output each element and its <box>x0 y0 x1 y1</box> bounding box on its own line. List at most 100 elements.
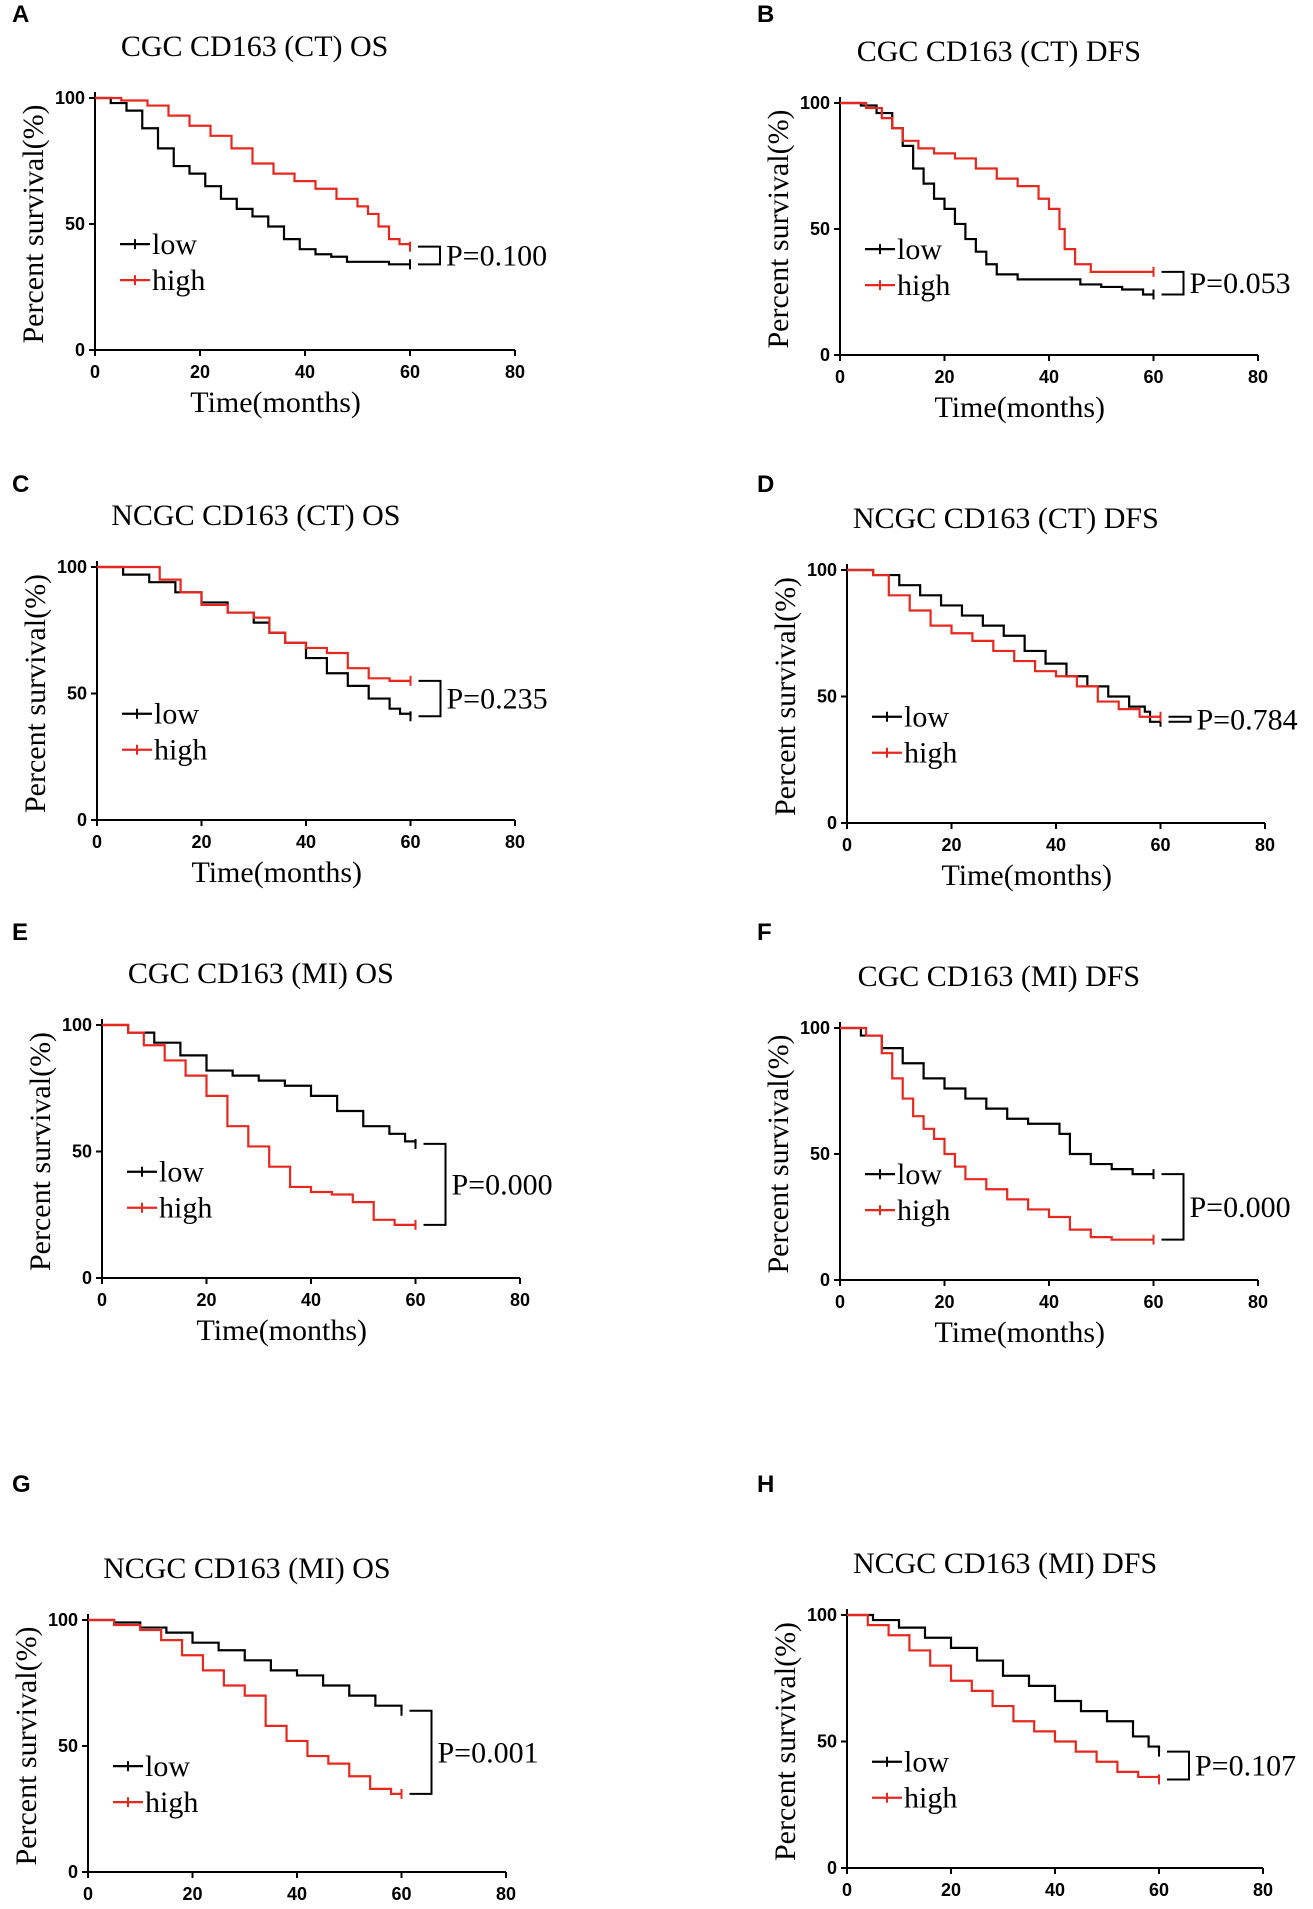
y-axis-label: Percent survival(%) <box>769 1622 802 1861</box>
x-tick-label: 80 <box>1248 367 1268 387</box>
km-curve-high <box>97 565 411 682</box>
p-value-bracket <box>423 1142 447 1226</box>
x-tick-label: 60 <box>1150 835 1170 855</box>
x-tick-label: 80 <box>505 832 525 852</box>
km-panel-a: A CGC CD163 (CT) OS 0 20 40 60 80 0 50 100 Time(mo… <box>12 1 547 419</box>
x-tick-label: 40 <box>1039 367 1059 387</box>
x-axis-label: Time(months) <box>934 1316 1105 1349</box>
legend-label-high: high <box>152 264 205 297</box>
km-curve-high <box>847 568 1161 718</box>
legend-label-high: high <box>145 1786 198 1819</box>
x-tick-label: 60 <box>405 1290 425 1310</box>
x-tick-label: 20 <box>941 835 961 855</box>
x-tick-label: 20 <box>191 832 211 852</box>
y-axis-label: Percent survival(%) <box>762 109 795 348</box>
y-axis-label: Percent survival(%) <box>24 1032 57 1271</box>
km-panel-d: D NCGC CD163 (CT) DFS 0 20 40 60 80 0 50 100 Time(… <box>757 471 1298 892</box>
x-tick-label: 0 <box>842 835 852 855</box>
km-curve-low <box>88 1618 403 1711</box>
x-axis-label: Time(months) <box>941 859 1112 892</box>
x-axis-label: Time(months) <box>196 1314 367 1347</box>
x-tick-label: 60 <box>391 1884 411 1904</box>
legend-label-low: low <box>154 698 199 731</box>
panel-title: NCGC CD163 (CT) OS <box>111 499 400 532</box>
p-value-bracket <box>1167 1750 1190 1781</box>
x-axis-label: Time(months) <box>191 856 362 889</box>
x-tick-label: 40 <box>301 1290 321 1310</box>
y-tick-label: 100 <box>800 93 830 113</box>
y-axis-label: Percent survival(%) <box>762 1034 795 1273</box>
panel-label: G <box>12 1471 31 1498</box>
y-tick-label: 50 <box>817 687 837 707</box>
legend-label-high: high <box>159 1192 212 1225</box>
panel-title: NCGC CD163 (MI) OS <box>103 1552 391 1585</box>
y-tick-label: 0 <box>77 810 87 830</box>
y-tick-label: 50 <box>817 1732 837 1752</box>
y-tick-label: 0 <box>820 1270 830 1290</box>
y-tick-label: 0 <box>68 1862 78 1882</box>
km-curve-high <box>847 1613 1161 1780</box>
y-tick-label: 50 <box>58 1736 78 1756</box>
p-value-label: P=0.000 <box>1190 1191 1291 1224</box>
x-tick-label: 80 <box>1255 835 1275 855</box>
panel-label: B <box>757 1 774 28</box>
x-tick-label: 60 <box>1143 1292 1163 1312</box>
panel-title: CGC CD163 (CT) DFS <box>857 35 1141 68</box>
y-tick-label: 50 <box>810 1144 830 1164</box>
x-tick-label: 0 <box>90 362 100 382</box>
p-value-label: P=0.053 <box>1190 267 1291 300</box>
km-curve-high <box>840 101 1154 273</box>
km-curve-low <box>95 96 410 266</box>
legend-label-low: low <box>897 233 942 266</box>
x-tick-label: 40 <box>1045 1880 1065 1900</box>
x-tick-label: 40 <box>295 362 315 382</box>
y-tick-label: 50 <box>65 214 85 234</box>
panel-title: NCGC CD163 (CT) DFS <box>853 502 1159 535</box>
y-tick-label: 100 <box>55 88 85 108</box>
y-tick-label: 100 <box>807 560 837 580</box>
x-tick-label: 60 <box>400 362 420 382</box>
y-tick-label: 100 <box>57 557 87 577</box>
y-axis-label: Percent survival(%) <box>769 577 802 816</box>
km-panel-e: E CGC CD163 (MI) OS 0 20 40 60 80 0 50 100 Time(mo… <box>12 919 553 1347</box>
x-tick-label: 20 <box>196 1290 216 1310</box>
panel-title: NCGC CD163 (MI) DFS <box>853 1547 1157 1580</box>
p-value-bracket <box>1161 1173 1185 1241</box>
x-tick-label: 20 <box>934 367 954 387</box>
y-axis-label: Percent survival(%) <box>17 104 50 343</box>
km-panel-h: H NCGC CD163 (MI) DFS 0 20 40 60 80 0 50 100 Time(… <box>757 1471 1296 1909</box>
y-tick-label: 100 <box>62 1015 92 1035</box>
panel-title: CGC CD163 (CT) OS <box>121 30 389 63</box>
p-value-bracket <box>418 245 441 266</box>
km-panel-c: C NCGC CD163 (CT) OS 0 20 40 60 80 0 50 100 Time(m… <box>12 471 548 889</box>
panel-title: CGC CD163 (MI) OS <box>128 957 394 990</box>
x-tick-label: 80 <box>1248 1292 1268 1312</box>
x-tick-label: 60 <box>400 832 420 852</box>
p-value-label: P=0.100 <box>446 240 547 273</box>
p-value-bracket <box>418 679 442 718</box>
x-axis-label: Time(months) <box>934 391 1105 424</box>
panel-label: E <box>12 919 28 946</box>
legend-label-high: high <box>904 1782 957 1815</box>
km-panel-b: B CGC CD163 (CT) DFS 0 20 40 60 80 0 50 100 Time(m… <box>757 1 1291 424</box>
y-tick-label: 50 <box>810 219 830 239</box>
km-curve-low <box>847 568 1161 723</box>
x-tick-label: 40 <box>296 832 316 852</box>
x-tick-label: 0 <box>835 367 845 387</box>
y-tick-label: 0 <box>82 1268 92 1288</box>
y-axis-label: Percent survival(%) <box>10 1626 43 1865</box>
legend-label-high: high <box>904 737 957 770</box>
x-tick-label: 40 <box>1046 835 1066 855</box>
x-tick-label: 20 <box>182 1884 202 1904</box>
y-axis-label: Percent survival(%) <box>19 574 52 813</box>
y-tick-label: 100 <box>807 1605 837 1625</box>
panel-label: D <box>757 471 774 498</box>
x-tick-label: 0 <box>842 1880 852 1900</box>
legend-label-low: low <box>145 1750 190 1783</box>
x-tick-label: 0 <box>92 832 102 852</box>
x-tick-label: 40 <box>287 1884 307 1904</box>
panel-label: C <box>12 471 29 498</box>
legend-label-low: low <box>152 228 197 261</box>
legend-label-low: low <box>159 1156 204 1189</box>
x-axis-label: Time(months) <box>941 1904 1112 1909</box>
